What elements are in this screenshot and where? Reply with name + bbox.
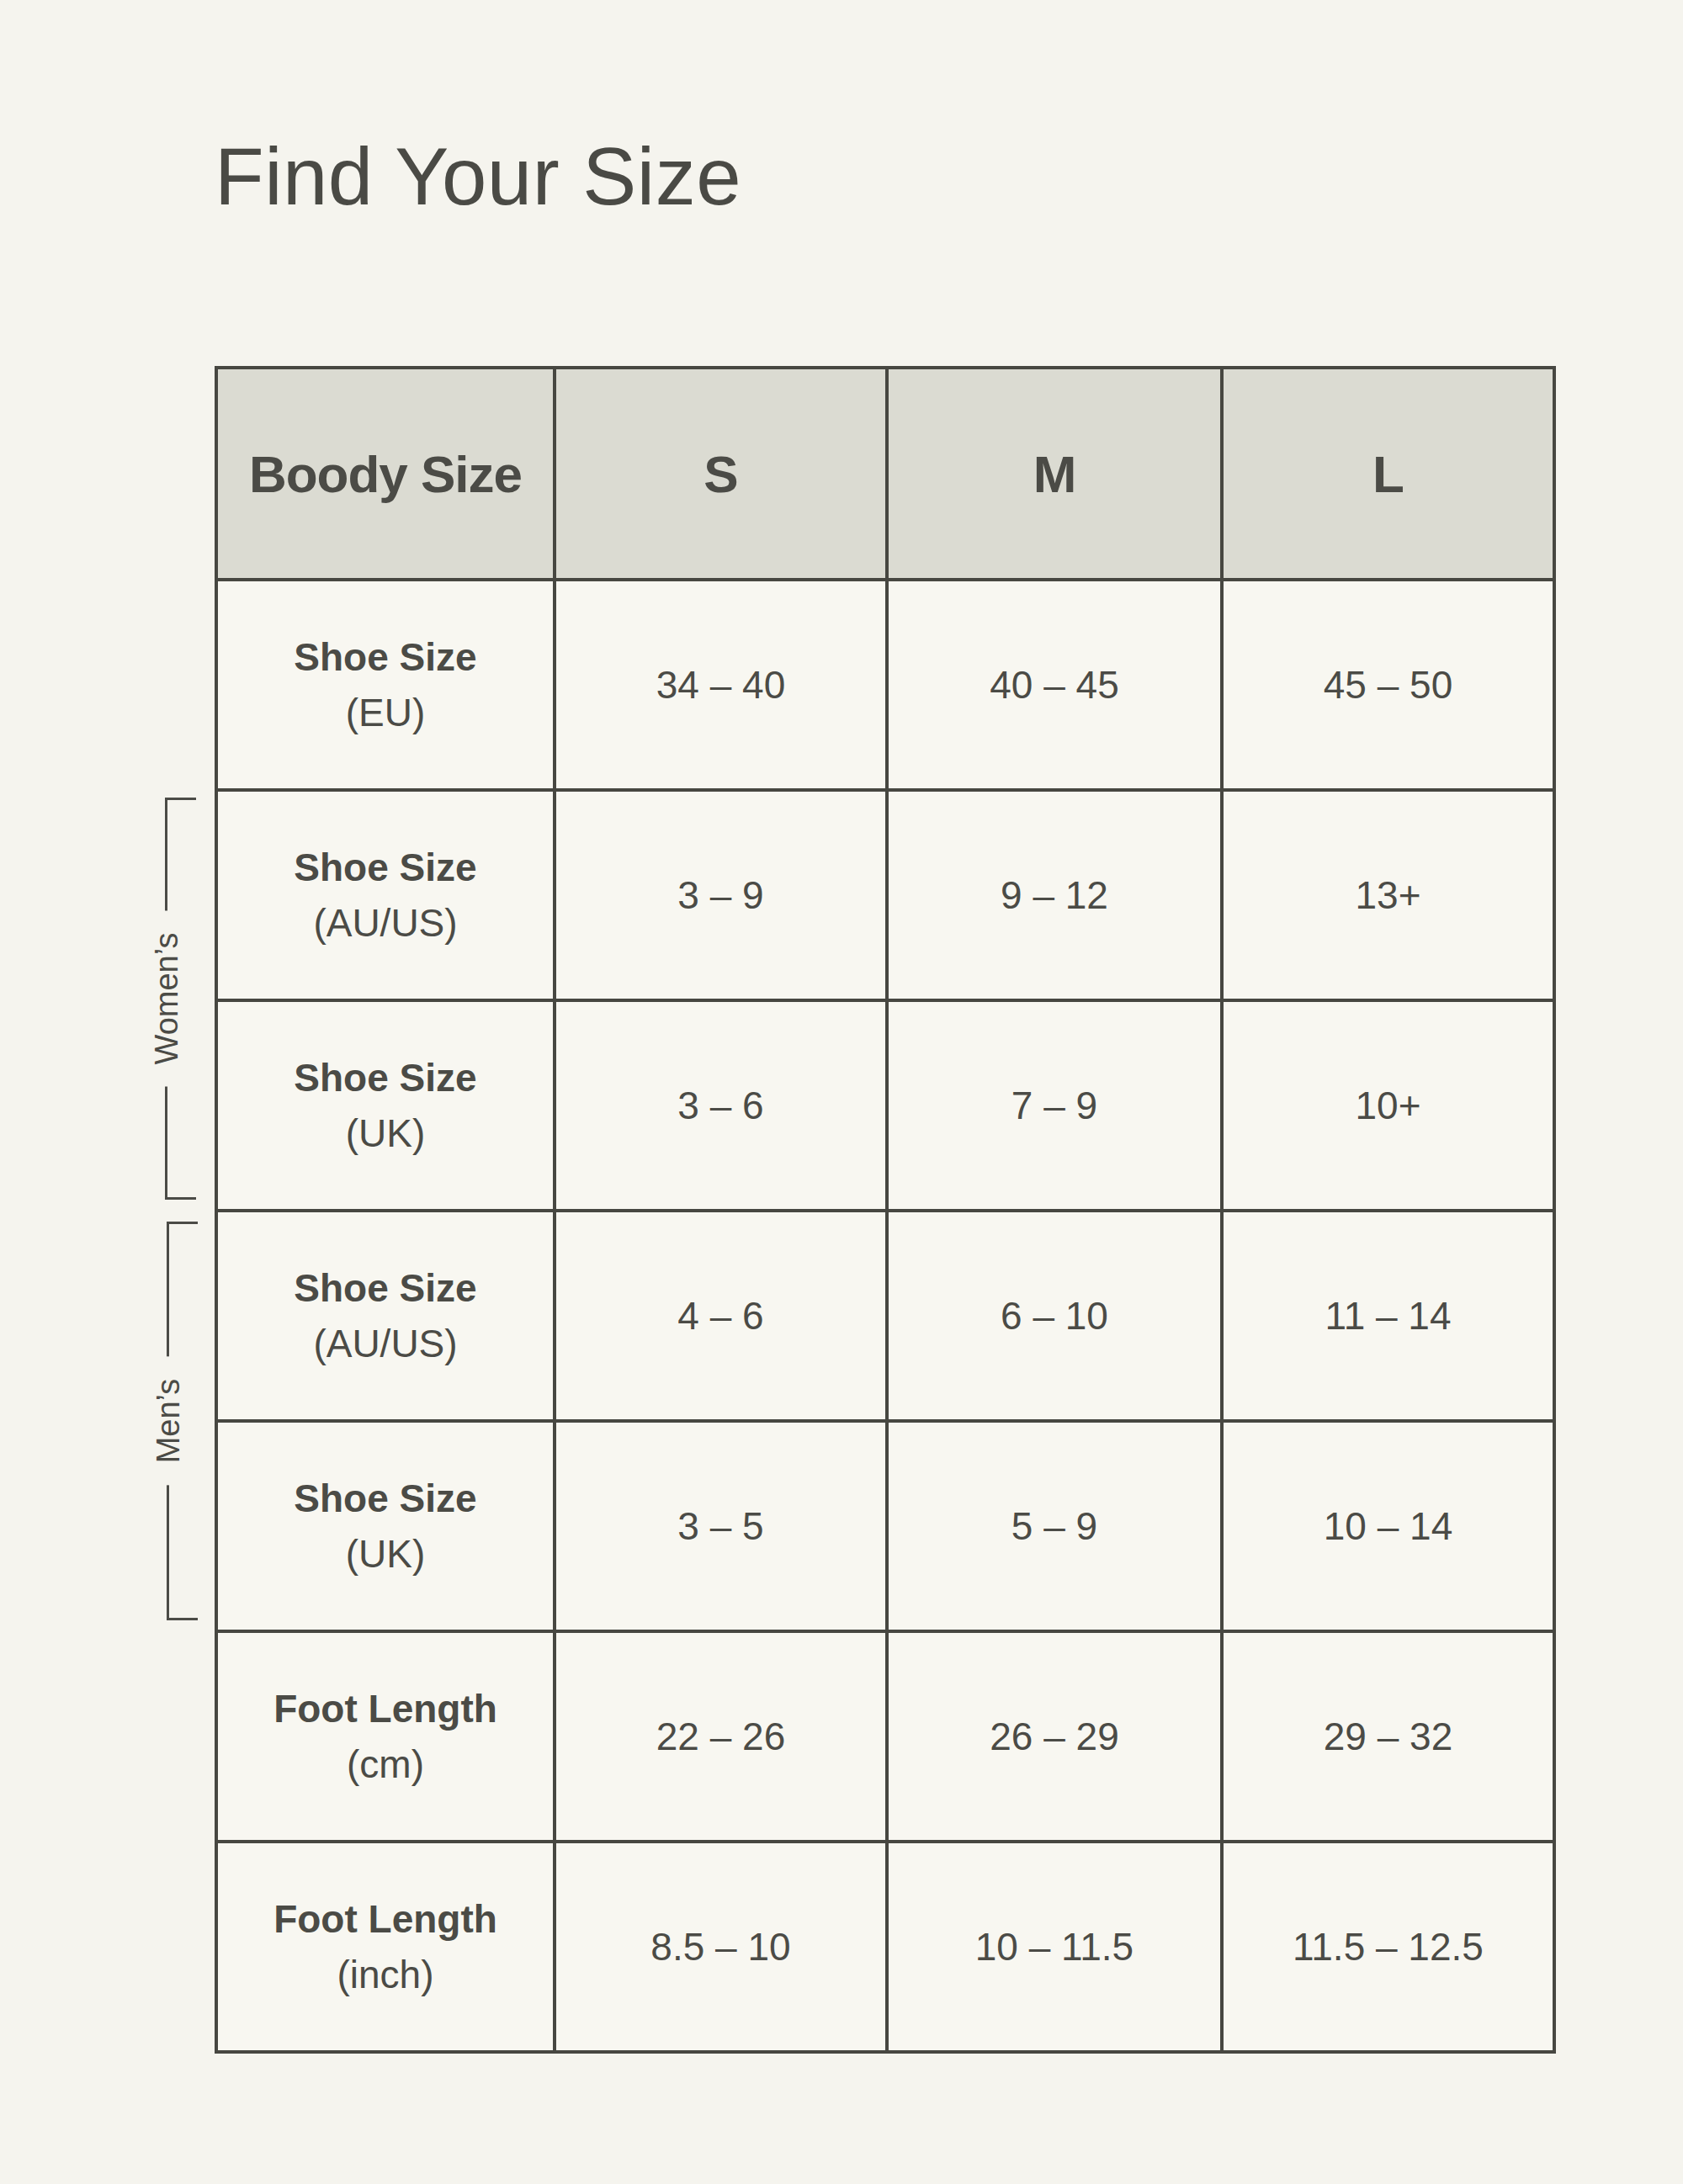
mens-group-bracket: Men’s bbox=[167, 1222, 198, 1620]
cell-value: 3 – 5 bbox=[555, 1421, 887, 1631]
row-label: Shoe Size bbox=[218, 629, 553, 685]
row-header: Foot Length (inch) bbox=[216, 1842, 555, 2052]
table-row-foot-length-inch: Foot Length (inch) 8.5 – 10 10 – 11.5 11… bbox=[216, 1842, 1554, 2052]
cell-value: 7 – 9 bbox=[887, 1000, 1222, 1211]
row-unit: (AU/US) bbox=[218, 1316, 553, 1371]
cell-value: 6 – 10 bbox=[887, 1211, 1222, 1421]
womens-group-label: Women’s bbox=[146, 911, 187, 1087]
row-label: Foot Length bbox=[218, 1681, 553, 1736]
table-row-womens-shoe-size-uk: Shoe Size (UK) 3 – 6 7 – 9 10+ bbox=[216, 1000, 1554, 1211]
row-header: Shoe Size (EU) bbox=[216, 580, 555, 790]
row-unit: (EU) bbox=[218, 685, 553, 740]
row-label: Shoe Size bbox=[218, 1260, 553, 1316]
row-header: Shoe Size (AU/US) bbox=[216, 1211, 555, 1421]
cell-value: 4 – 6 bbox=[555, 1211, 887, 1421]
cell-value: 29 – 32 bbox=[1222, 1631, 1554, 1842]
cell-value: 3 – 9 bbox=[555, 790, 887, 1000]
row-label: Shoe Size bbox=[218, 1050, 553, 1105]
womens-group-bracket: Women’s bbox=[165, 798, 196, 1200]
row-header: Shoe Size (UK) bbox=[216, 1421, 555, 1631]
table-row-foot-length-cm: Foot Length (cm) 22 – 26 26 – 29 29 – 32 bbox=[216, 1631, 1554, 1842]
cell-value: 11 – 14 bbox=[1222, 1211, 1554, 1421]
cell-value: 10 – 11.5 bbox=[887, 1842, 1222, 2052]
cell-value: 8.5 – 10 bbox=[555, 1842, 887, 2052]
cell-value: 13+ bbox=[1222, 790, 1554, 1000]
row-label: Foot Length bbox=[218, 1891, 553, 1947]
cell-value: 34 – 40 bbox=[555, 580, 887, 790]
row-unit: (inch) bbox=[218, 1947, 553, 2002]
cell-value: 40 – 45 bbox=[887, 580, 1222, 790]
header-row: Boody Size S M L bbox=[216, 368, 1554, 580]
cell-value: 11.5 – 12.5 bbox=[1222, 1842, 1554, 2052]
table-row-womens-shoe-size-au-us: Shoe Size (AU/US) 3 – 9 9 – 12 13+ bbox=[216, 790, 1554, 1000]
table-row-mens-shoe-size-au-us: Shoe Size (AU/US) 4 – 6 6 – 10 11 – 14 bbox=[216, 1211, 1554, 1421]
cell-value: 9 – 12 bbox=[887, 790, 1222, 1000]
cell-value: 3 – 6 bbox=[555, 1000, 887, 1211]
cell-value: 10+ bbox=[1222, 1000, 1554, 1211]
row-label: Shoe Size bbox=[218, 840, 553, 895]
col-header-size-s: S bbox=[555, 368, 887, 580]
col-header-size-l: L bbox=[1222, 368, 1554, 580]
cell-value: 26 – 29 bbox=[887, 1631, 1222, 1842]
row-unit: (AU/US) bbox=[218, 895, 553, 951]
cell-value: 10 – 14 bbox=[1222, 1421, 1554, 1631]
cell-value: 5 – 9 bbox=[887, 1421, 1222, 1631]
mens-group-label: Men’s bbox=[148, 1357, 188, 1486]
col-header-size-m: M bbox=[887, 368, 1222, 580]
row-header: Foot Length (cm) bbox=[216, 1631, 555, 1842]
cell-value: 22 – 26 bbox=[555, 1631, 887, 1842]
size-guide-page: Find Your Size Boody Size S M L Shoe Siz… bbox=[0, 0, 1683, 2184]
row-unit: (UK) bbox=[218, 1526, 553, 1582]
cell-value: 45 – 50 bbox=[1222, 580, 1554, 790]
row-label: Shoe Size bbox=[218, 1471, 553, 1526]
row-header: Shoe Size (UK) bbox=[216, 1000, 555, 1211]
row-header: Shoe Size (AU/US) bbox=[216, 790, 555, 1000]
table-row-mens-shoe-size-uk: Shoe Size (UK) 3 – 5 5 – 9 10 – 14 bbox=[216, 1421, 1554, 1631]
row-unit: (UK) bbox=[218, 1105, 553, 1161]
page-title: Find Your Size bbox=[215, 126, 741, 227]
col-header-boody-size: Boody Size bbox=[216, 368, 555, 580]
row-unit: (cm) bbox=[218, 1736, 553, 1792]
table-row-shoe-size-eu: Shoe Size (EU) 34 – 40 40 – 45 45 – 50 bbox=[216, 580, 1554, 790]
size-table: Boody Size S M L Shoe Size (EU) 34 – 40 … bbox=[215, 366, 1556, 2054]
